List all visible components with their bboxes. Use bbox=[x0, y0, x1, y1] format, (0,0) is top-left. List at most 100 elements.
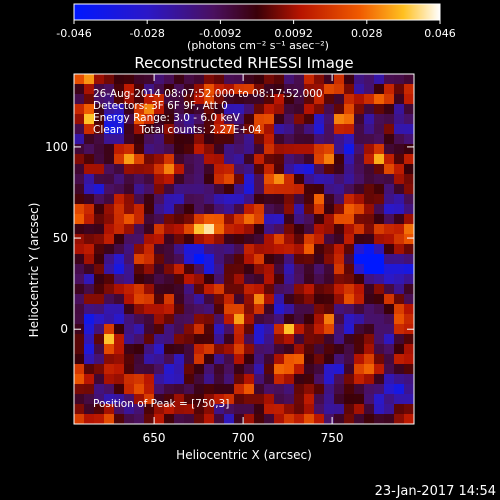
heatmap-cell bbox=[244, 204, 254, 214]
heatmap-cell bbox=[384, 384, 394, 394]
info-annotations: 26-Aug-2014 08:07:52.000 to 08:17:52.000… bbox=[93, 88, 323, 136]
heatmap-cell bbox=[404, 384, 414, 394]
heatmap-cell bbox=[114, 284, 124, 294]
heatmap-cell bbox=[254, 134, 264, 144]
heatmap-cell bbox=[344, 324, 354, 334]
heatmap-cell bbox=[384, 174, 394, 184]
heatmap-cell bbox=[244, 244, 254, 254]
heatmap-cell bbox=[214, 174, 224, 184]
heatmap-cell bbox=[344, 304, 354, 314]
heatmap-cell bbox=[134, 134, 144, 144]
heatmap-cell bbox=[134, 254, 144, 264]
heatmap-cell bbox=[154, 204, 164, 214]
heatmap-cell bbox=[164, 354, 174, 364]
heatmap-cell bbox=[254, 374, 264, 384]
heatmap-cell bbox=[334, 94, 344, 104]
heatmap-cell bbox=[184, 164, 194, 174]
heatmap-cell bbox=[174, 144, 184, 154]
heatmap-cell bbox=[274, 134, 284, 144]
heatmap-cell bbox=[314, 334, 324, 344]
heatmap-cell bbox=[244, 314, 254, 324]
heatmap-cell bbox=[314, 414, 324, 424]
heatmap-cell bbox=[224, 114, 234, 124]
heatmap-cell bbox=[264, 234, 274, 244]
heatmap-cell bbox=[394, 204, 404, 214]
heatmap-cell bbox=[344, 374, 354, 384]
heatmap-cell bbox=[244, 124, 254, 134]
colorbar-tick-label: -0.028 bbox=[129, 27, 164, 40]
heatmap-cell bbox=[334, 244, 344, 254]
heatmap-cell bbox=[264, 354, 274, 364]
heatmap-cell bbox=[364, 144, 374, 154]
heatmap-cell bbox=[114, 404, 124, 414]
heatmap-cell bbox=[234, 84, 244, 94]
heatmap-cell bbox=[374, 124, 384, 134]
heatmap-cell bbox=[324, 214, 334, 224]
heatmap-cell bbox=[204, 134, 214, 144]
heatmap-cell bbox=[234, 224, 244, 234]
heatmap-cell bbox=[274, 334, 284, 344]
heatmap-cell bbox=[254, 114, 264, 124]
heatmap-cell bbox=[124, 264, 134, 274]
heatmap-cell bbox=[264, 84, 274, 94]
heatmap-cell bbox=[84, 174, 94, 184]
heatmap-cell bbox=[104, 324, 114, 334]
heatmap-cell bbox=[144, 374, 154, 384]
heatmap-cell bbox=[204, 194, 214, 204]
heatmap-cell bbox=[134, 274, 144, 284]
heatmap-cell bbox=[124, 224, 134, 234]
heatmap-cell bbox=[154, 94, 164, 104]
heatmap-cell bbox=[204, 204, 214, 214]
heatmap-cell bbox=[194, 384, 204, 394]
heatmap-cell bbox=[324, 194, 334, 204]
heatmap-cell bbox=[264, 244, 274, 254]
heatmap-cell bbox=[84, 144, 94, 154]
heatmap-cell bbox=[124, 84, 134, 94]
heatmap-cell bbox=[74, 284, 84, 294]
heatmap-cell bbox=[254, 284, 264, 294]
heatmap-cell bbox=[104, 204, 114, 214]
heatmap-cell bbox=[294, 214, 304, 224]
heatmap-cell bbox=[364, 384, 374, 394]
heatmap-cell bbox=[354, 394, 364, 404]
heatmap-cell bbox=[134, 204, 144, 214]
heatmap-cell bbox=[214, 244, 224, 254]
heatmap-cell bbox=[374, 104, 384, 114]
heatmap-cell bbox=[244, 344, 254, 354]
heatmap-cell bbox=[174, 394, 184, 404]
heatmap-cell bbox=[74, 234, 84, 244]
heatmap-cell bbox=[254, 74, 264, 84]
heatmap-cell bbox=[184, 84, 194, 94]
heatmap-cell bbox=[74, 304, 84, 314]
heatmap-cell bbox=[244, 354, 254, 364]
heatmap-cell bbox=[304, 364, 314, 374]
heatmap-cell bbox=[294, 114, 304, 124]
heatmap-cell bbox=[274, 364, 284, 374]
heatmap-cell bbox=[104, 254, 114, 264]
heatmap-cell bbox=[114, 184, 124, 194]
footer-timestamp: 23-Jan-2017 14:54 bbox=[375, 484, 496, 499]
heatmap-cell bbox=[284, 184, 294, 194]
heatmap-cell bbox=[354, 184, 364, 194]
heatmap-cell bbox=[134, 284, 144, 294]
heatmap-cell bbox=[344, 124, 354, 134]
heatmap-cell bbox=[394, 304, 404, 314]
heatmap-cell bbox=[334, 344, 344, 354]
heatmap-cell bbox=[204, 164, 214, 174]
heatmap-cell bbox=[314, 104, 324, 114]
heatmap-cell bbox=[234, 254, 244, 264]
heatmap-cell bbox=[194, 164, 204, 174]
heatmap-cell bbox=[224, 164, 234, 174]
y-tick-label: 50 bbox=[53, 231, 68, 245]
heatmap-cell bbox=[384, 204, 394, 214]
heatmap-cell bbox=[114, 264, 124, 274]
heatmap-cell bbox=[104, 244, 114, 254]
heatmap-cell bbox=[94, 294, 104, 304]
heatmap-cell bbox=[224, 184, 234, 194]
heatmap-cell bbox=[344, 204, 354, 214]
heatmap-cell bbox=[114, 244, 124, 254]
heatmap-cell bbox=[134, 384, 144, 394]
heatmap-cell bbox=[304, 274, 314, 284]
heatmap-cell bbox=[104, 114, 114, 124]
heatmap-cell bbox=[234, 274, 244, 284]
